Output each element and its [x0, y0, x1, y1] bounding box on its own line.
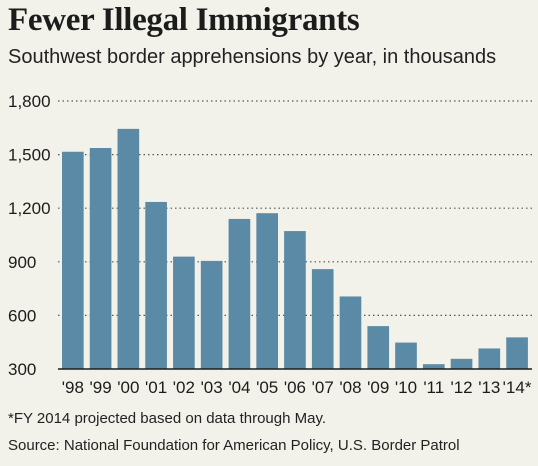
x-tick-label: '08: [339, 378, 361, 397]
x-tick-label: '99: [90, 378, 112, 397]
source-note: Source: National Foundation for American…: [8, 437, 460, 454]
chart-title: Fewer Illegal Immigrants: [8, 2, 360, 38]
y-tick-label: 1,500: [8, 146, 51, 165]
y-tick-label: 1,200: [8, 199, 51, 218]
x-tick-label: '98: [62, 378, 84, 397]
y-tick-label: 300: [8, 360, 36, 379]
x-tick-label: '12: [450, 378, 472, 397]
bar: [89, 147, 112, 369]
bar: [200, 260, 223, 369]
chart-subtitle: Southwest border apprehensions by year, …: [8, 46, 497, 68]
x-tick-label: '07: [312, 378, 334, 397]
axis-layer: 300 600 900 1,200 1,500 1,800 '98 '99 '00 '01 '02 '…: [8, 92, 532, 397]
x-tick-label: '01: [145, 378, 167, 397]
x-tick-label: '03: [201, 378, 223, 397]
x-tick-label: '11: [423, 378, 444, 397]
bar: [284, 231, 306, 369]
x-tick-label: '06: [284, 378, 306, 397]
y-tick-label: 900: [8, 253, 36, 272]
bar: [367, 326, 390, 369]
x-tick-label: '14*: [503, 378, 532, 397]
x-tick-label: '09: [367, 378, 389, 397]
bar: [145, 201, 167, 369]
bar: [450, 358, 473, 369]
x-tick-label: '00: [117, 378, 139, 397]
bar: [506, 337, 528, 369]
x-tick-label: '10: [395, 378, 417, 397]
y-tick-label: 1,800: [8, 92, 51, 111]
y-tick-label: 600: [8, 306, 36, 325]
footnote: *FY 2014 projected based on data through…: [8, 410, 326, 427]
bar: [422, 364, 445, 369]
x-tick-label: '13: [478, 378, 500, 397]
x-tick-label: '04: [228, 378, 250, 397]
x-tick-label: '05: [256, 378, 278, 397]
bar: [311, 269, 334, 369]
bar: [228, 218, 251, 369]
bar: [256, 213, 279, 369]
bar: [62, 151, 84, 369]
bar: [173, 256, 195, 369]
bar: [395, 342, 417, 369]
bar-layer: [62, 128, 528, 369]
bar: [117, 128, 140, 369]
bar: [478, 348, 501, 369]
bar: [339, 296, 362, 369]
x-tick-label: '02: [173, 378, 195, 397]
